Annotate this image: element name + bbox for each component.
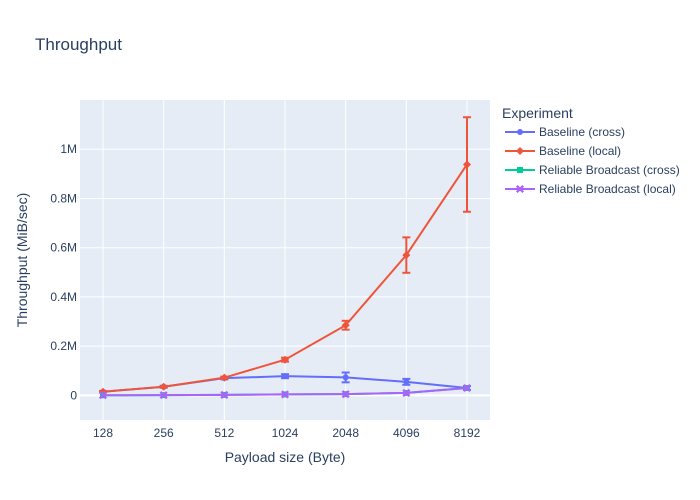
data-point <box>402 251 411 260</box>
data-point <box>280 390 290 399</box>
marker-circle <box>517 129 523 135</box>
marker-x <box>402 388 411 397</box>
marker-x <box>462 383 472 393</box>
y-axis-title: Throughput (MiB/sec) <box>14 193 30 328</box>
legend-swatch-marker <box>516 147 524 155</box>
data-point <box>281 355 289 364</box>
marker-x <box>341 390 350 399</box>
x-tick-labels: 128 256 512 1024 2048 4096 8192 <box>93 426 481 440</box>
y-tick-label: 0.8M <box>50 191 77 205</box>
data-point <box>220 373 229 382</box>
y-tick-labels: 0 0.2M 0.4M 0.6M 0.8M 1M <box>50 142 77 402</box>
marker-diamond <box>220 373 229 382</box>
marker-diamond <box>463 160 471 169</box>
legend-swatch-marker <box>517 129 523 135</box>
y-tick-label: 0.2M <box>50 339 77 353</box>
marker-diamond <box>516 147 524 155</box>
legend-label: Baseline (local) <box>539 144 621 158</box>
x-tick-label: 8192 <box>454 426 481 440</box>
series-layer <box>98 116 472 400</box>
y-tick-label: 1M <box>60 142 77 156</box>
y-tick-label: 0 <box>70 388 77 402</box>
legend-title: Experiment <box>502 105 573 121</box>
marker-x <box>280 390 290 399</box>
x-tick-label: 256 <box>154 426 174 440</box>
legend-label: Reliable Broadcast (local) <box>539 182 676 196</box>
series-3 <box>98 383 472 400</box>
data-point <box>159 382 168 391</box>
x-tick-label: 1024 <box>272 426 299 440</box>
legend-swatch-marker <box>517 167 523 173</box>
marker-circle <box>282 373 288 380</box>
marker-x <box>159 391 168 400</box>
data-point <box>98 391 108 400</box>
x-tick-label: 128 <box>93 426 113 440</box>
data-point <box>159 391 168 400</box>
marker-x <box>98 391 108 400</box>
legend-item[interactable]: Baseline (cross) <box>505 125 625 139</box>
data-point <box>341 321 350 330</box>
legend-swatch-marker <box>515 184 525 194</box>
data-point <box>462 383 472 393</box>
legend-items[interactable]: Baseline (cross) Baseline (local) Reliable… <box>505 125 680 196</box>
x-axis-title: Payload size (Byte) <box>225 449 346 465</box>
legend-item[interactable]: Reliable Broadcast (cross) <box>505 163 680 177</box>
marker-diamond <box>281 355 289 364</box>
chart-title: Throughput <box>35 35 122 54</box>
marker-circle <box>342 374 349 381</box>
data-point <box>463 160 471 169</box>
marker-x <box>220 390 229 399</box>
data-point <box>402 388 411 397</box>
data-point <box>282 373 288 380</box>
x-tick-label: 512 <box>214 426 234 440</box>
marker-square <box>517 167 523 173</box>
marker-diamond <box>341 321 350 330</box>
data-point <box>342 374 349 381</box>
y-tick-label: 0.4M <box>50 290 77 304</box>
y-tick-label: 0.6M <box>50 241 77 255</box>
data-point <box>341 390 350 399</box>
legend-label: Baseline (cross) <box>539 125 625 139</box>
marker-circle <box>403 378 410 385</box>
x-tick-label: 2048 <box>332 426 359 440</box>
legend-item[interactable]: Baseline (local) <box>505 144 621 158</box>
series-1 <box>99 116 471 396</box>
legend-item[interactable]: Reliable Broadcast (local) <box>505 182 676 196</box>
marker-diamond <box>402 251 411 260</box>
marker-x <box>515 184 525 194</box>
marker-diamond <box>159 382 168 391</box>
legend[interactable]: Experiment Baseline (cross) Baseline (loc… <box>502 105 680 196</box>
data-point <box>220 390 229 399</box>
legend-label: Reliable Broadcast (cross) <box>539 163 680 177</box>
x-tick-label: 4096 <box>393 426 420 440</box>
data-point <box>403 378 410 385</box>
